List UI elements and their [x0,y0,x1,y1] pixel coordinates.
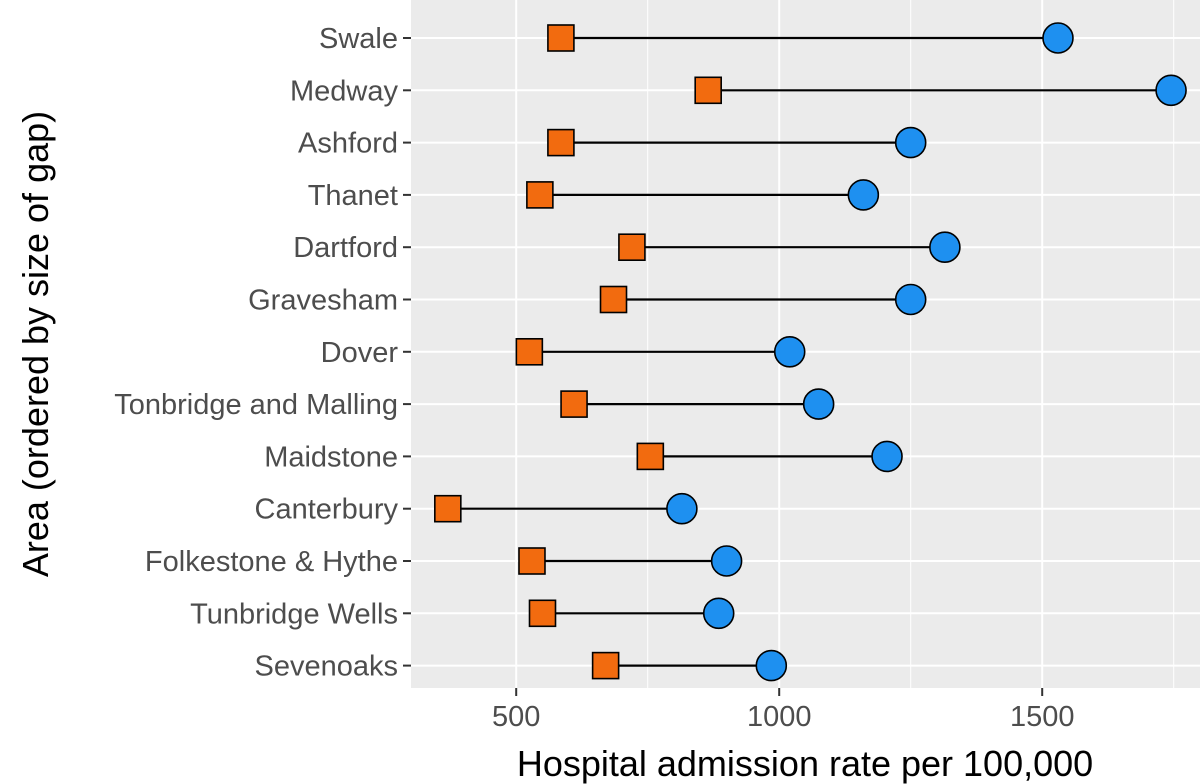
y-tick-label: Medway [290,75,398,107]
y-tick-label: Sevenoaks [255,651,399,683]
data-markers [434,22,1187,682]
y-tick-label: Folkestone & Hythe [145,546,398,578]
square-marker [618,233,646,261]
dumbbell-segments [447,36,1172,667]
y-tick-label: Tunbridge Wells [190,598,398,630]
x-tick-label: 1500 [1010,701,1075,733]
y-tick-label: Maidstone [264,441,398,473]
circle-marker [755,649,788,682]
square-marker [599,285,628,314]
square-marker [560,390,588,418]
x-axis: 500 1000 1500 [492,688,1074,733]
y-tick-label: Dover [321,337,399,369]
circle-marker [894,283,927,316]
y-tick-label: Canterbury [255,494,399,526]
square-marker [694,76,722,105]
circle-marker [894,126,927,159]
square-marker [518,547,546,575]
x-axis-title: Hospital admission rate per 100,000 [517,743,1093,784]
square-marker [547,128,575,157]
circle-marker [666,492,698,525]
y-tick-label: Dartford [293,232,398,264]
square-marker [636,442,665,471]
y-axis: Swale Medway Ashford Thanet Dartford Gravesha… [114,23,411,683]
circle-marker [710,545,743,577]
square-marker [591,651,620,680]
y-axis-title: Area (ordered by size of gap) [15,111,56,577]
y-tick-label: Tonbridge and Malling [114,389,398,421]
square-marker [515,337,544,366]
square-marker [434,494,462,523]
circle-marker [773,335,806,368]
x-tick-label: 1000 [747,701,812,733]
y-tick-label: Gravesham [248,285,398,317]
square-marker [528,599,557,628]
square-marker [547,24,575,52]
y-tick-label: Ashford [298,128,398,160]
y-tick-label: Thanet [308,180,398,212]
circle-marker [929,231,961,263]
circle-marker [1042,22,1074,54]
circle-marker [802,388,835,420]
square-marker [526,181,554,209]
circle-marker [702,597,735,630]
y-tick-label: Swale [319,23,398,55]
circle-marker [847,179,880,211]
circle-marker [1155,74,1187,107]
circle-marker [871,440,903,473]
x-tick-label: 500 [492,701,540,733]
